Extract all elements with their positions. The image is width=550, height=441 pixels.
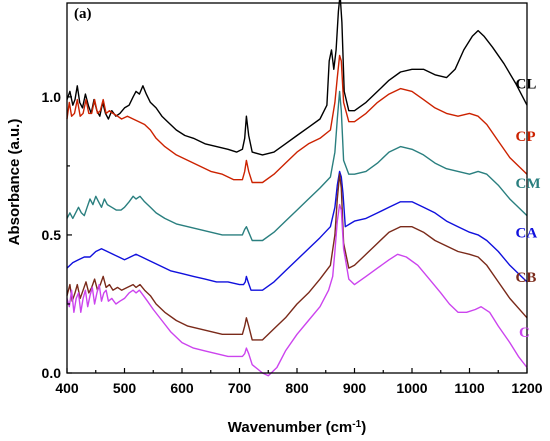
x-tick-label: 1000 <box>396 380 427 396</box>
y-tick-label: 0.5 <box>42 227 62 243</box>
series-line-cp <box>66 54 528 184</box>
x-axis-title: Wavenumber (cm-1) <box>228 419 366 437</box>
y-tick-label: 1.0 <box>42 89 62 105</box>
series-line-ca <box>66 170 528 291</box>
series-label-cm: CM <box>516 176 541 192</box>
series-label-c: C <box>519 325 530 341</box>
y-tick-label: 0.0 <box>42 365 62 381</box>
series-label-layer: CL CP CM CA CB C <box>516 77 541 342</box>
series-line-c <box>66 203 528 377</box>
series-layer <box>66 0 528 377</box>
x-tick-label: 900 <box>343 380 367 396</box>
series-label-cl: CL <box>516 77 537 93</box>
x-tick-label: 800 <box>285 380 309 396</box>
panel-label: (a) <box>74 6 92 22</box>
series-line-cl <box>66 0 528 156</box>
y-axis-title: Absorbance (a.u.) <box>6 119 23 246</box>
x-tick-label: 700 <box>228 380 252 396</box>
x-tick-label: 500 <box>113 380 137 396</box>
series-label-cb: CB <box>516 270 537 286</box>
series-line-cm <box>66 90 528 242</box>
x-tick-label: 1100 <box>454 380 485 396</box>
series-label-cp: CP <box>516 129 536 145</box>
plot-frame <box>66 2 528 374</box>
tick-layer: 400 500 600 700 800 900 1000 1100 1200 0.0 0.5 1.0 <box>42 89 543 396</box>
x-tick-label: 400 <box>55 380 79 396</box>
x-tick-label: 1200 <box>511 380 542 396</box>
x-tick-label: 600 <box>170 380 194 396</box>
series-label-ca: CA <box>516 226 538 242</box>
